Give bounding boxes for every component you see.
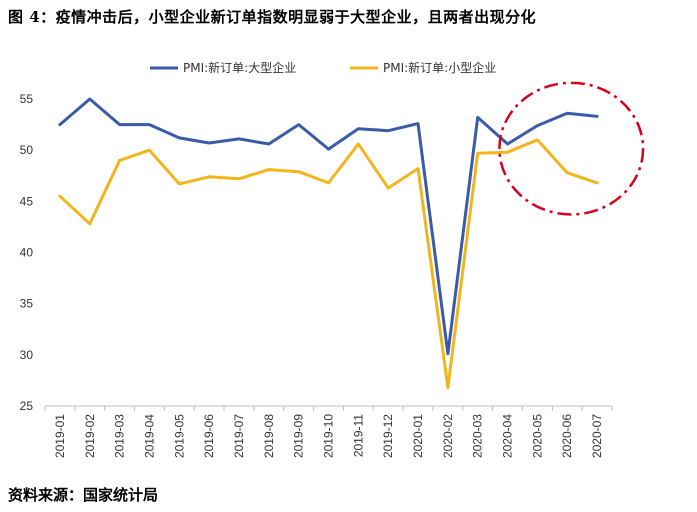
y-tick-label: 40 xyxy=(20,246,34,260)
series-line xyxy=(58,97,599,356)
y-tick-label: 45 xyxy=(20,194,34,208)
y-tick-label: 35 xyxy=(20,297,34,311)
series-group xyxy=(58,97,599,390)
x-axis: 2019-01 2019-02 2019-03 2019-04 2019-05 2019-… xyxy=(44,405,613,458)
series-line xyxy=(58,138,599,390)
highlight-annotation xyxy=(498,81,645,216)
highlight-ellipse xyxy=(498,81,645,216)
x-tick-label: 2020-05 xyxy=(530,414,544,458)
chart-legend: PMI:新订单:大型企业 PMI:新订单:小型企业 xyxy=(150,60,496,75)
x-tick-label: 2019-01 xyxy=(53,414,67,458)
x-tick-label: 2019-04 xyxy=(142,414,156,458)
x-tick-label: 2019-03 xyxy=(113,414,127,458)
legend-label: PMI:新订单:小型企业 xyxy=(383,60,496,75)
x-tick-label: 2019-12 xyxy=(381,414,395,458)
y-axis: 25 30 35 40 45 50 55 xyxy=(20,92,34,413)
x-tick-label: 2020-02 xyxy=(441,414,455,458)
x-tick-label: 2019-09 xyxy=(292,414,306,458)
x-tick-label: 2020-04 xyxy=(501,414,515,458)
x-tick-label: 2020-01 xyxy=(411,414,425,458)
x-tick-label: 2019-05 xyxy=(172,414,186,458)
y-tick-label: 25 xyxy=(20,399,34,413)
x-tick-label: 2019-08 xyxy=(262,414,276,458)
chart-title: 图 4：疫情冲击后，小型企业新订单指数明显弱于大型企业，且两者出现分化 xyxy=(8,8,537,26)
x-tick-label: 2019-11 xyxy=(351,414,365,457)
y-tick-label: 30 xyxy=(20,348,34,362)
x-tick-label: 2019-10 xyxy=(322,414,336,458)
y-tick-label: 55 xyxy=(20,92,34,106)
x-tick-label: 2019-06 xyxy=(202,414,216,458)
x-tick-label: 2020-03 xyxy=(471,414,485,458)
x-tick-label: 2020-06 xyxy=(560,414,574,458)
y-tick-label: 50 xyxy=(20,143,34,157)
x-tick-label: 2020-07 xyxy=(590,414,604,458)
x-tick-label: 2019-07 xyxy=(232,414,246,458)
legend-label: PMI:新订单:大型企业 xyxy=(183,60,296,75)
source-note: 资料来源：国家统计局 xyxy=(8,486,159,504)
x-tick-label: 2019-02 xyxy=(83,414,97,458)
